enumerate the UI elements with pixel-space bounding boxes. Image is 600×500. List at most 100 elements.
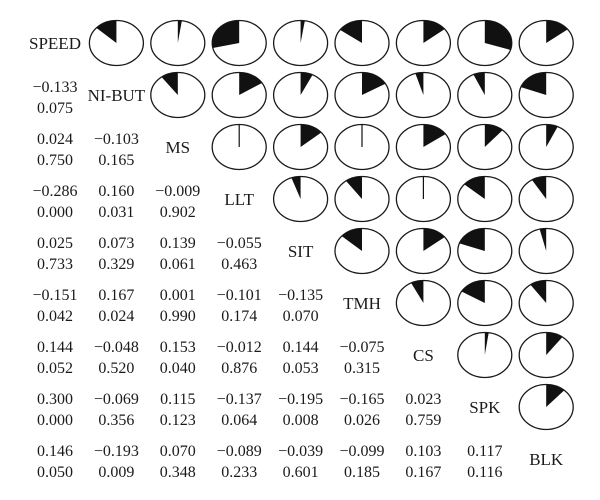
pie-speed-ni-but-wedge: [96, 20, 117, 43]
pie-ni-but-blk-wedge: [520, 72, 547, 95]
cell-spk-llt-coefficient: −0.137: [217, 391, 262, 408]
cell-cs-ni-but-coefficient: −0.048: [94, 339, 139, 356]
cell-spk-ni-but-p-value: 0.356: [98, 412, 134, 429]
cell-cs-ms-p-value: 0.040: [160, 360, 196, 377]
cell-spk-sit-coefficient: −0.195: [278, 391, 323, 408]
cell-llt-ms-coefficient: −0.009: [155, 183, 200, 200]
pie-tmh-blk-wedge: [530, 280, 547, 303]
cell-tmh-ms-coefficient: 0.001: [160, 287, 196, 304]
cell-tmh-sit-p-value: 0.070: [283, 308, 319, 325]
pie-sit-tmh-wedge: [341, 228, 362, 251]
cell-tmh-speed-coefficient: −0.151: [32, 287, 77, 304]
pie-spk-blk-wedge: [546, 384, 565, 407]
pie-speed-llt-wedge: [212, 20, 240, 49]
cell-sit-llt-coefficient: −0.055: [217, 235, 262, 252]
cell-cs-llt-p-value: 0.876: [221, 360, 257, 377]
cell-cs-ms-coefficient: 0.153: [160, 339, 196, 356]
cell-spk-cs-coefficient: 0.023: [405, 391, 441, 408]
pie-sit-spk-wedge: [459, 228, 485, 251]
pie-llt-spk-wedge: [464, 176, 485, 199]
pie-tmh-cs-wedge: [411, 280, 424, 303]
cell-llt-ni-but-coefficient: 0.160: [98, 183, 134, 200]
cell-cs-speed-coefficient: 0.144: [37, 339, 73, 356]
cell-blk-spk-p-value: 0.116: [467, 464, 502, 481]
variable-label-tmh: TMH: [343, 294, 381, 313]
pie-ni-but-ms-wedge: [161, 72, 178, 95]
cell-tmh-ms-p-value: 0.990: [160, 308, 196, 325]
cell-blk-ni-but-coefficient: −0.193: [94, 443, 139, 460]
pie-cs-blk-wedge: [546, 332, 563, 355]
cell-llt-ms-p-value: 0.902: [160, 204, 196, 221]
pie-llt-tmh-wedge: [345, 176, 362, 199]
pie-llt-sit-wedge: [291, 176, 301, 199]
cell-cs-llt-coefficient: −0.012: [217, 339, 262, 356]
pie-sit-cs-wedge: [423, 228, 445, 251]
cell-blk-speed-coefficient: 0.146: [37, 443, 73, 460]
cell-spk-speed-p-value: 0.000: [37, 412, 73, 429]
cell-spk-ni-but-coefficient: −0.069: [94, 391, 139, 408]
cell-spk-llt-p-value: 0.064: [221, 412, 257, 429]
cell-sit-speed-coefficient: 0.025: [37, 235, 73, 252]
cell-blk-llt-coefficient: −0.089: [217, 443, 262, 460]
pie-ni-but-sit-wedge: [300, 72, 313, 95]
cell-ms-ni-but-p-value: 0.165: [98, 152, 134, 169]
cell-blk-tmh-coefficient: −0.099: [339, 443, 384, 460]
cell-ni-but-speed-coefficient: −0.133: [32, 79, 77, 96]
cell-spk-tmh-coefficient: −0.165: [339, 391, 384, 408]
cell-tmh-llt-coefficient: −0.101: [217, 287, 262, 304]
cell-blk-ms-p-value: 0.348: [160, 464, 196, 481]
cell-ms-ni-but-coefficient: −0.103: [94, 131, 139, 148]
cell-cs-sit-p-value: 0.053: [283, 360, 319, 377]
pie-ni-but-llt-wedge: [239, 72, 262, 95]
pie-ms-cs-wedge: [423, 124, 446, 147]
cell-sit-ni-but-p-value: 0.329: [98, 256, 134, 273]
pie-speed-spk-wedge: [484, 20, 512, 50]
variable-label-spk: SPK: [469, 398, 501, 417]
cell-ms-speed-p-value: 0.750: [37, 152, 73, 169]
pie-speed-ms-wedge: [177, 20, 182, 43]
pie-llt-blk-wedge: [531, 176, 547, 199]
pie-sit-blk-wedge: [539, 228, 547, 251]
pie-ms-sit-wedge: [300, 124, 322, 147]
cell-blk-tmh-p-value: 0.185: [344, 464, 380, 481]
cell-blk-sit-coefficient: −0.039: [278, 443, 323, 460]
pie-speed-sit-wedge: [300, 20, 305, 43]
pie-ms-spk-wedge: [484, 124, 503, 147]
cell-sit-ni-but-coefficient: 0.073: [98, 235, 134, 252]
pie-ms-blk-wedge: [546, 124, 558, 147]
cell-sit-speed-p-value: 0.733: [37, 256, 73, 273]
cell-blk-sit-p-value: 0.601: [283, 464, 319, 481]
pie-speed-cs-wedge: [423, 20, 445, 43]
variable-label-cs: CS: [413, 346, 434, 365]
cell-spk-sit-p-value: 0.008: [283, 412, 319, 429]
cell-tmh-ni-but-coefficient: 0.167: [98, 287, 134, 304]
cell-llt-speed-p-value: 0.000: [37, 204, 73, 221]
cell-tmh-sit-coefficient: −0.135: [278, 287, 323, 304]
cell-tmh-speed-p-value: 0.042: [37, 308, 73, 325]
cell-spk-cs-p-value: 0.759: [405, 412, 441, 429]
cell-tmh-llt-p-value: 0.174: [221, 308, 257, 325]
cell-blk-cs-coefficient: 0.103: [405, 443, 441, 460]
cell-spk-speed-coefficient: 0.300: [37, 391, 73, 408]
cell-llt-speed-coefficient: −0.286: [32, 183, 77, 200]
cell-ni-but-speed-p-value: 0.075: [37, 100, 73, 117]
cell-cs-speed-p-value: 0.052: [37, 360, 73, 377]
variable-label-speed: SPEED: [29, 34, 81, 53]
cell-blk-llt-p-value: 0.233: [221, 464, 257, 481]
cell-sit-llt-p-value: 0.463: [221, 256, 257, 273]
cell-blk-speed-p-value: 0.050: [37, 464, 73, 481]
variable-label-llt: LLT: [224, 190, 254, 209]
pie-tmh-spk-wedge: [461, 280, 485, 303]
cell-cs-ni-but-p-value: 0.520: [98, 360, 134, 377]
cell-cs-tmh-p-value: 0.315: [344, 360, 380, 377]
cell-cs-tmh-coefficient: −0.075: [339, 339, 384, 356]
cell-spk-tmh-p-value: 0.026: [344, 412, 380, 429]
cell-blk-ms-coefficient: 0.070: [160, 443, 196, 460]
pie-ni-but-cs-wedge: [415, 72, 424, 95]
cell-blk-cs-p-value: 0.167: [405, 464, 441, 481]
cell-spk-ms-p-value: 0.123: [160, 412, 196, 429]
variable-label-ni-but: NI-BUT: [88, 86, 146, 105]
cell-cs-sit-coefficient: 0.144: [283, 339, 319, 356]
cell-llt-ni-but-p-value: 0.031: [98, 204, 134, 221]
